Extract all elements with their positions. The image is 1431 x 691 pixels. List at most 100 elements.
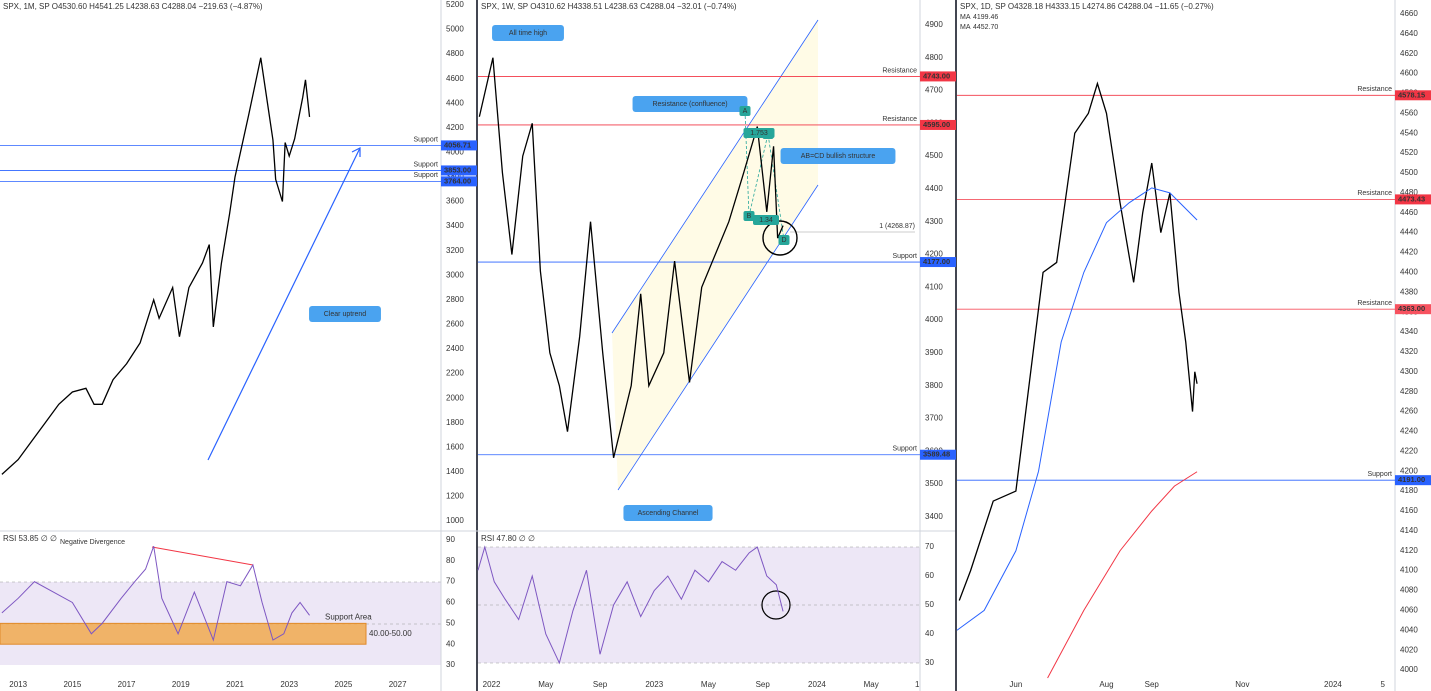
y-tick-label: 1600 [446,442,464,451]
y-tick-label: 4000 [925,315,943,324]
highlight-circle [762,220,798,256]
y-tick-label: 70 [446,577,455,586]
legend-name: MA [960,24,971,31]
y-tick-label: 5000 [446,25,464,34]
level-value: 4177.00 [923,257,950,266]
level-name: Resistance [1357,190,1392,197]
callout-text: AB=CD bullish structure [801,153,876,160]
x-tick-label: Sep [1145,680,1160,689]
annotation-text: Negative Divergence [60,539,125,546]
y-tick-label: 4800 [446,49,464,58]
y-tick-label: 4380 [1400,287,1418,296]
price-line [1047,471,1198,679]
level-box [1395,90,1431,101]
y-tick-label: 3600 [446,197,464,206]
level-value: 4743.00 [923,71,950,80]
y-tick-label: 3400 [925,512,943,521]
y-tick-label: 4020 [1400,645,1418,654]
callout [623,505,713,521]
x-tick-label: 2015 [63,680,81,689]
highlight-circle [761,590,791,620]
y-tick-label: 4640 [1400,29,1418,38]
level-value: 4578.15 [1398,90,1425,99]
chart-header: SPX, 1W, SP O4310.62 H4338.51 L4238.63 C… [481,2,737,11]
pattern-box [743,211,755,221]
y-tick-label: 2000 [446,393,464,402]
level-value: 3764.00 [444,176,471,185]
price-line [1,57,311,475]
y-tick-label: 2400 [446,344,464,353]
price-line [958,81,1198,601]
pattern-box [739,106,751,116]
y-tick-label: 1200 [446,492,464,501]
y-tick-label: 4800 [925,53,943,62]
y-tick-label: 4540 [1400,128,1418,137]
x-tick-label: 2013 [9,680,27,689]
y-tick-label: 4500 [1400,168,1418,177]
y-tick-label: 4220 [1400,446,1418,455]
price-line [956,187,1198,631]
level-box [920,449,956,460]
zone-label: 40.00-50.00 [369,629,412,638]
level-name: Support [1367,471,1392,478]
support-zone [0,622,367,645]
level-value: 4363.00 [1398,304,1425,313]
level-value: 4595.00 [923,120,950,129]
y-tick-label: 4180 [1400,486,1418,495]
y-tick-label: 4400 [925,184,943,193]
x-tick-label: Sep [756,680,771,689]
y-tick-label: 3500 [925,479,943,488]
x-tick-label: May [864,680,879,689]
y-tick-label: 1000 [446,516,464,525]
y-tick-label: 4660 [1400,9,1418,18]
y-tick-label: 4060 [1400,606,1418,615]
legend-value: 4452.70 [973,24,998,31]
trend-arrow [207,147,361,461]
pattern-label: 1.753 [750,130,768,137]
level-box [920,119,956,130]
y-tick-label: 4300 [925,217,943,226]
level-value: 4056.71 [444,140,471,149]
level-box [441,176,477,187]
x-tick-label: Nov [1235,680,1249,689]
y-tick-label: 4240 [1400,427,1418,436]
rsi-line [477,545,784,665]
level-value: 4191.00 [1398,475,1425,484]
y-tick-label: 4300 [1400,367,1418,376]
y-tick-label: 4400 [446,98,464,107]
y-tick-label: 2600 [446,320,464,329]
y-tick-label: 60 [446,598,455,607]
y-tick-label: 4600 [1400,69,1418,78]
x-tick-label: 2024 [1324,680,1342,689]
y-tick-label: 4280 [1400,387,1418,396]
separator [955,0,957,691]
x-tick-label: 2021 [226,680,244,689]
y-tick-label: 4260 [1400,407,1418,416]
y-tick-label: 50 [925,600,934,609]
channel-line [611,19,819,334]
separator [476,0,478,691]
level-name: Resistance [882,67,917,74]
level-box [920,71,956,82]
pattern-label: A [743,108,748,115]
level-name: Support [892,446,917,453]
y-tick-label: 4160 [1400,506,1418,515]
y-tick-label: 2800 [446,295,464,304]
callout-text: Resistance (confluence) [652,101,727,108]
callout [632,96,748,112]
x-tick-label: 2023 [645,680,663,689]
level-name: Support [413,161,438,168]
y-tick-label: 3200 [446,246,464,255]
y-tick-label: 4040 [1400,625,1418,634]
x-tick-label: 5 [1381,680,1386,689]
callout-text: All time high [509,30,547,37]
level-value: 4473.43 [1398,194,1425,203]
pattern-box [743,128,775,138]
y-tick-label: 4900 [925,20,943,29]
y-tick-label: 4340 [1400,327,1418,336]
pattern-box [753,215,779,225]
y-tick-label: 90 [446,535,455,544]
level-name: Support [413,136,438,143]
